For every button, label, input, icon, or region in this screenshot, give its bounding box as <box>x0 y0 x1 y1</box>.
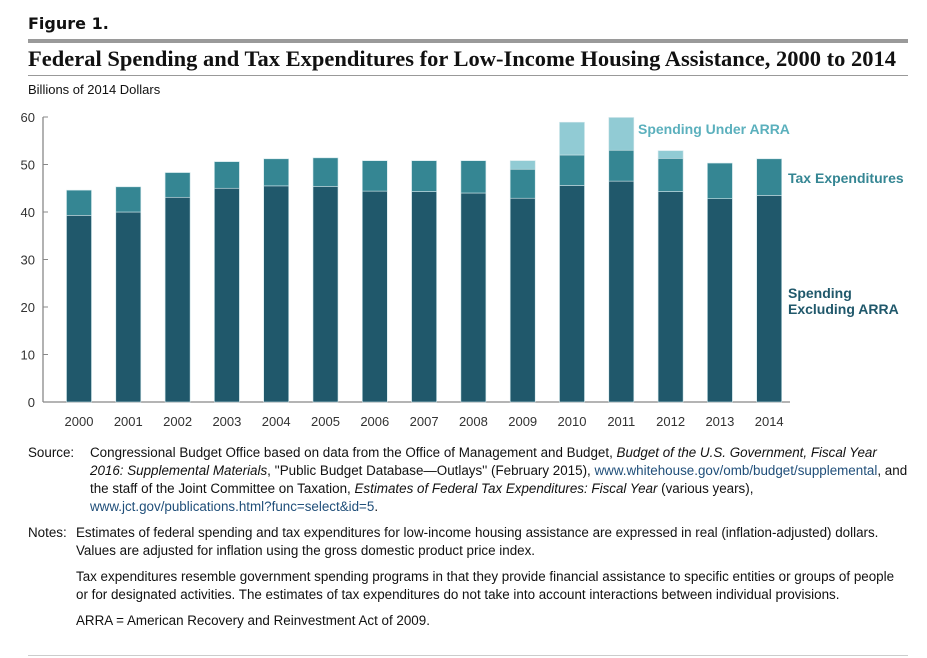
y-tick-label: 40 <box>21 205 35 220</box>
bar-segment-tax-expenditures <box>657 158 684 192</box>
omb-link[interactable]: www.whitehouse.gov/omb/budget/supplement… <box>594 463 878 478</box>
source-text: . <box>374 499 379 514</box>
bar-segment-spending-excluding-arra <box>115 211 142 403</box>
y-axis-label: Billions of 2014 Dollars <box>28 82 161 97</box>
chart-title: Federal Spending and Tax Expenditures fo… <box>28 46 897 71</box>
note-paragraph: Tax expenditures resemble government spe… <box>76 569 895 602</box>
bar-segment-spending-excluding-arra <box>460 192 487 403</box>
bar-segment-spending-excluding-arra <box>214 187 240 403</box>
y-tick-label: 10 <box>21 348 35 363</box>
y-tick-label: 20 <box>21 300 35 315</box>
source-text: , and the staff of the Joint Committee o… <box>90 463 908 496</box>
source-text: (various years), <box>657 481 754 496</box>
source-label: Source: <box>28 445 75 460</box>
x-tick-label: 2001 <box>114 414 143 429</box>
bar-segment-spending-under-arra <box>657 150 684 159</box>
bar-segment-tax-expenditures <box>312 157 339 187</box>
note-paragraph: ARRA = American Recovery and Reinvestmen… <box>76 613 430 628</box>
x-tick-label: 2007 <box>410 414 439 429</box>
source-title: Estimates of Federal Tax Expenditures: F… <box>354 481 658 496</box>
x-tick-label: 2005 <box>311 414 340 429</box>
bar-segment-spending-under-arra <box>509 160 536 170</box>
x-tick-label: 2000 <box>65 414 94 429</box>
bar-segment-tax-expenditures <box>559 154 585 186</box>
bar-segment-tax-expenditures <box>263 158 290 187</box>
legend-spending-1: Spending <box>788 285 852 301</box>
legend-spending-2: Excluding ARRA <box>788 301 899 317</box>
note-paragraph: Estimates of federal spending and tax ex… <box>76 525 879 558</box>
bar-segment-spending-excluding-arra <box>263 185 290 403</box>
bar-segment-spending-excluding-arra <box>164 196 191 403</box>
source-text: , ''Public Budget Database—Outlays'' (Fe… <box>267 463 595 478</box>
y-tick-label: 30 <box>21 253 35 268</box>
jct-link[interactable]: www.jct.gov/publications.html?func=selec… <box>90 499 375 514</box>
legend-arra: Spending Under ARRA <box>638 121 790 137</box>
bar-segment-tax-expenditures <box>66 189 92 216</box>
y-tick-label: 50 <box>21 158 35 173</box>
figure-label: Figure 1. <box>28 14 109 33</box>
x-tick-label: 2008 <box>459 414 488 429</box>
bar-segment-spending-excluding-arra <box>657 191 684 403</box>
bar-segment-tax-expenditures <box>214 161 240 189</box>
bar-segment-spending-excluding-arra <box>756 195 783 403</box>
bar-segment-spending-excluding-arra <box>707 198 733 403</box>
bar-segment-tax-expenditures <box>115 186 142 213</box>
x-tick-label: 2013 <box>705 414 734 429</box>
x-tick-label: 2014 <box>755 414 784 429</box>
stacked-bar-chart: 0 10 20 30 40 50 60 2000 2001 2002 2003 2004 2005 200… <box>21 110 904 429</box>
notes-label: Notes: <box>28 525 67 540</box>
bar-segment-spending-under-arra <box>559 121 585 156</box>
x-tick-label: 2010 <box>558 414 587 429</box>
bar-segment-tax-expenditures <box>164 172 191 198</box>
bar-segment-tax-expenditures <box>509 168 536 199</box>
notes-section: Source: Congressional Budget Office base… <box>28 444 908 638</box>
source-title: Budget of the U.S. Government, Fiscal Ye… <box>90 445 877 478</box>
bar-segment-spending-excluding-arra <box>66 215 92 403</box>
bar-segment-tax-expenditures <box>756 158 783 196</box>
bar-segment-spending-excluding-arra <box>411 191 437 403</box>
y-tick-label: 60 <box>21 110 35 125</box>
bar-segment-spending-under-arra <box>608 117 635 151</box>
bar-segment-spending-excluding-arra <box>509 197 536 403</box>
source-note: Source: Congressional Budget Office base… <box>28 444 908 516</box>
bar-segment-spending-excluding-arra <box>312 186 339 403</box>
x-tick-label: 2009 <box>508 414 537 429</box>
x-tick-label: 2002 <box>163 414 192 429</box>
bar-segment-spending-excluding-arra <box>608 180 635 403</box>
legend-tax: Tax Expenditures <box>788 170 904 186</box>
bar-segment-tax-expenditures <box>411 160 437 192</box>
bar-segment-spending-excluding-arra <box>361 190 388 403</box>
bar-segment-tax-expenditures <box>608 149 635 182</box>
source-text: Congressional Budget Office based on dat… <box>90 445 617 460</box>
bar-segment-spending-excluding-arra <box>559 185 585 403</box>
bar-segment-tax-expenditures <box>707 162 733 199</box>
x-tick-label: 2011 <box>607 414 635 429</box>
x-tick-label: 2004 <box>262 414 291 429</box>
bar-segment-tax-expenditures <box>361 160 388 192</box>
notes-block: Notes: Estimates of federal spending and… <box>28 524 908 630</box>
top-rule <box>28 39 908 43</box>
y-tick-label: 0 <box>28 395 35 410</box>
bar-segment-tax-expenditures <box>460 160 487 194</box>
title-rule <box>28 75 908 76</box>
x-tick-label: 2012 <box>656 414 685 429</box>
x-tick-label: 2006 <box>360 414 389 429</box>
bottom-rule <box>28 655 908 656</box>
x-tick-label: 2003 <box>212 414 241 429</box>
